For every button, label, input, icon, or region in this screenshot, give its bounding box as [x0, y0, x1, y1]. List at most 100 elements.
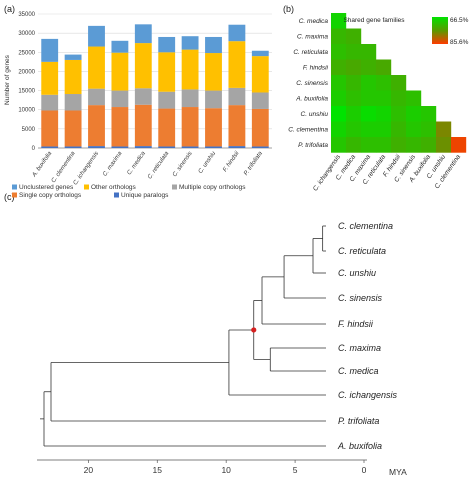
- bar-segment: [64, 54, 82, 60]
- time-tick-label: 20: [84, 465, 94, 475]
- legend-swatch: [84, 184, 89, 190]
- legend-swatch: [172, 184, 177, 190]
- heatmap-cell: [331, 44, 347, 60]
- x-tick-label: F. hindsii: [222, 150, 241, 173]
- bar-segment: [88, 46, 105, 89]
- bar-segment: [205, 108, 222, 147]
- bar-segment: [88, 88, 105, 106]
- heatmap-cell: [376, 137, 392, 153]
- shared-families-heatmap: C. medica C. maxima C. reticulata F. hindsi…: [288, 13, 467, 193]
- heatmap-cell: [361, 137, 377, 153]
- heatmap-cell: [346, 44, 362, 60]
- bar-segment: [88, 146, 105, 148]
- bar-segment: [158, 91, 176, 109]
- bar-segment: [205, 146, 222, 148]
- taxon-label: C. reticulata: [338, 246, 386, 256]
- bar-segment: [134, 43, 152, 89]
- bar-segment: [111, 107, 129, 147]
- bar-segment: [64, 110, 82, 147]
- panel-a-label: (a): [4, 4, 15, 14]
- heatmap-cell: [331, 121, 347, 138]
- taxon-label: A. buxifolia: [337, 441, 382, 451]
- heatmap-cell: [421, 106, 437, 122]
- y-tick-label: 10000: [18, 108, 35, 114]
- x-tick-label: P. trifoliata: [243, 150, 264, 177]
- heatmap-cell: [391, 75, 407, 91]
- bar-segment: [88, 105, 105, 147]
- bar-y-axis-title: Number of genes: [4, 54, 11, 105]
- bar-segment: [228, 24, 246, 42]
- heatmap-cell: [361, 90, 377, 107]
- heatmap-cell: [391, 106, 407, 122]
- y-tick-label: 35000: [18, 12, 35, 18]
- heatmap-row-label: A. buxifolia: [295, 96, 328, 103]
- bar-segment: [181, 89, 199, 108]
- heatmap-cell: [361, 59, 377, 76]
- y-tick-label: 25000: [18, 50, 35, 56]
- x-tick-label: C. medica: [127, 150, 148, 176]
- bar-segment: [181, 146, 199, 148]
- heatmap-title: Shared gene families: [343, 17, 405, 24]
- bar-segment: [64, 94, 82, 111]
- heatmap-cell: [376, 75, 392, 91]
- heatmap-scale-max-label: 66.5%: [450, 17, 469, 24]
- heatmap-cell: [436, 121, 452, 138]
- heatmap-cell: [376, 59, 392, 76]
- bar-segment: [181, 36, 199, 50]
- x-tick-label: C. unshiu: [198, 150, 218, 175]
- heatmap-cell: [406, 106, 422, 122]
- bar-segment: [134, 146, 152, 148]
- heatmap-cell: [406, 121, 422, 138]
- bar-segment: [41, 61, 59, 95]
- heatmap-cell: [346, 137, 362, 153]
- bar-segment: [134, 88, 152, 105]
- legend-label: Other orthologs: [91, 184, 137, 191]
- bar-segment: [251, 56, 269, 93]
- heatmap-cell: [346, 106, 362, 122]
- bar-segment: [64, 59, 82, 95]
- heatmap-cell: [346, 59, 362, 76]
- heatmap-row-label: C. unshiu: [301, 111, 329, 118]
- heatmap-cell: [346, 75, 362, 91]
- bar-segment: [64, 146, 82, 148]
- heatmap-cell: [331, 59, 347, 76]
- bar-segment: [228, 146, 246, 148]
- bar-segment: [251, 92, 269, 109]
- heatmap-row-label: F. hindsii: [303, 65, 329, 72]
- heatmap-cell: [451, 137, 467, 153]
- panel-c-label: (c): [4, 192, 15, 202]
- time-tick-label: 10: [221, 465, 231, 475]
- heatmap-cell: [331, 106, 347, 122]
- heatmap-cell: [376, 106, 392, 122]
- bar-segment: [251, 50, 269, 57]
- y-tick-label: 15000: [18, 89, 35, 95]
- heatmap-cell: [346, 28, 362, 45]
- bar-segment: [41, 110, 59, 147]
- heatmap-cell: [331, 90, 347, 107]
- y-tick-label: 0: [32, 146, 36, 152]
- heatmap-row-label: C. sinensis: [296, 80, 329, 87]
- bar-segment: [181, 107, 199, 147]
- x-tick-label: C. clementina: [51, 150, 77, 184]
- bar-segment: [158, 36, 176, 53]
- bar-segment: [228, 105, 246, 147]
- bar-segment: [205, 90, 222, 109]
- bar-segment: [88, 25, 105, 47]
- bar-legend: Unclustered genes Other orthologs Multiple…: [12, 184, 246, 199]
- heatmap-cell: [361, 106, 377, 122]
- x-tick-label: C. sinensis: [172, 151, 194, 178]
- heatmap-row-label: C. clementina: [288, 127, 328, 134]
- taxon-label: C. medica: [338, 366, 379, 376]
- bar-segment: [251, 108, 269, 147]
- legend-swatch: [12, 184, 17, 190]
- heatmap-scale-min-label: 85.6%: [450, 39, 469, 46]
- bar-segment: [111, 90, 129, 108]
- panel-b-label: (b): [283, 4, 294, 14]
- heatmap-cell: [346, 90, 362, 107]
- legend-label: Unique paralogs: [121, 192, 169, 199]
- legend-label: Unclustered genes: [19, 184, 74, 191]
- bar-segment: [111, 146, 129, 148]
- heatmap-cell: [376, 121, 392, 138]
- heatmap-cell: [331, 137, 347, 153]
- legend-label: Single copy orthologs: [19, 192, 82, 199]
